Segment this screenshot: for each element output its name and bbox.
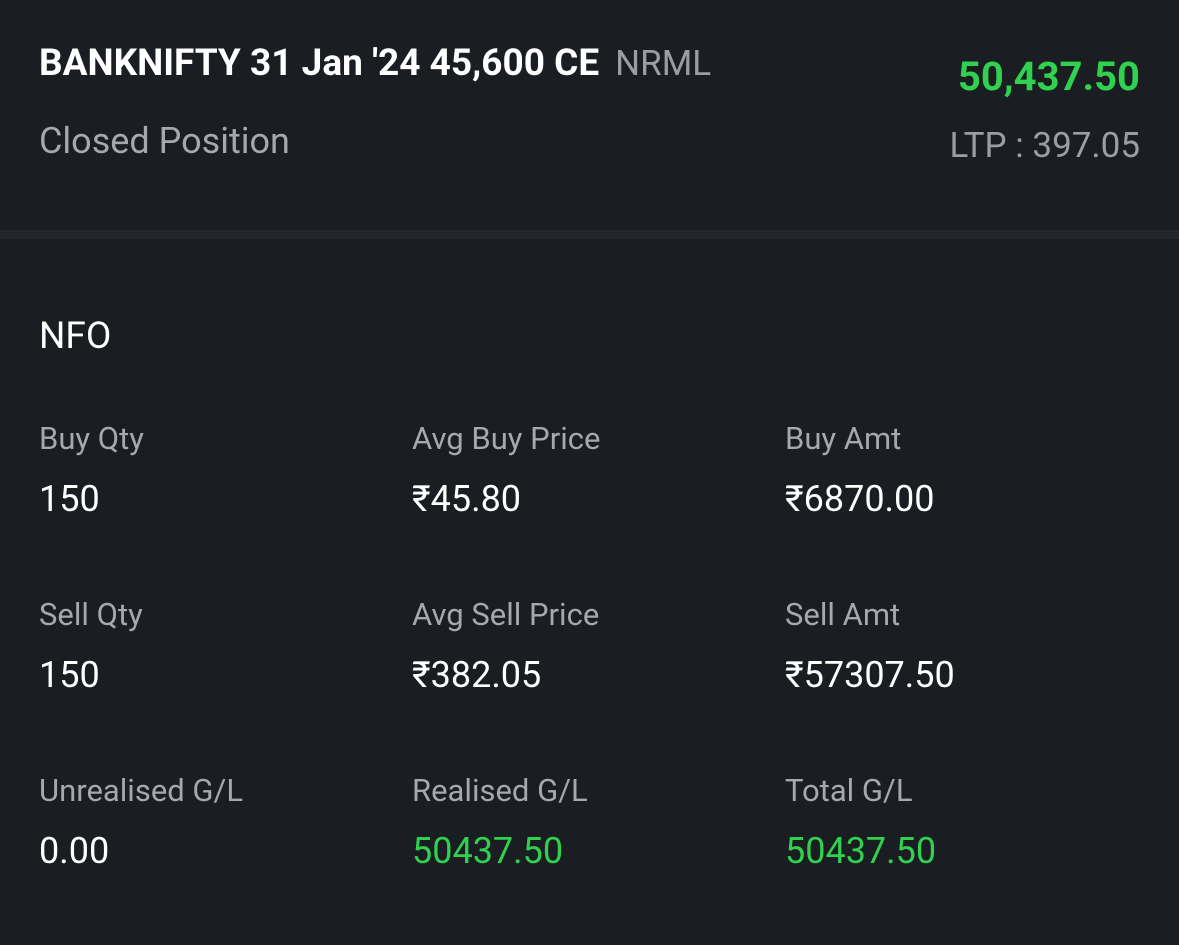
field-label: Buy Qty [39,420,144,457]
field-label: Buy Amt [785,420,902,457]
field-value: 0.00 [39,830,110,872]
header: BANKNIFTY 31 Jan '24 45,600 CE NRML 50,43… [0,0,1179,230]
status: Closed Position [39,120,290,162]
pnl: 50,437.50 [957,53,1140,100]
field-label: Avg Sell Price [412,596,600,633]
title-text: BANKNIFTY 31 Jan '24 45,600 CE [39,42,600,85]
field-value: 50437.50 [785,830,937,872]
separator [0,230,1179,239]
field-value: ₹45.80 [412,478,522,520]
field-label: Unrealised G/L [39,772,244,809]
section-title: NFO [39,315,112,358]
field-label: Avg Buy Price [412,420,601,457]
ltp: LTP : 397.05 [949,125,1140,166]
field-label: Realised G/L [412,772,588,809]
field-value: ₹57307.50 [785,654,955,696]
field-label: Sell Qty [39,596,143,633]
field-value: ₹6870.00 [785,478,935,520]
field-value: 150 [39,478,100,520]
product-type: NRML [615,43,712,84]
field-value: 50437.50 [412,830,564,872]
field-value: 150 [39,654,100,696]
instrument-title: BANKNIFTY 31 Jan '24 45,600 CE NRML [39,42,711,85]
field-value: ₹382.05 [412,654,542,696]
field-label: Total G/L [785,772,913,809]
field-label: Sell Amt [785,596,901,633]
